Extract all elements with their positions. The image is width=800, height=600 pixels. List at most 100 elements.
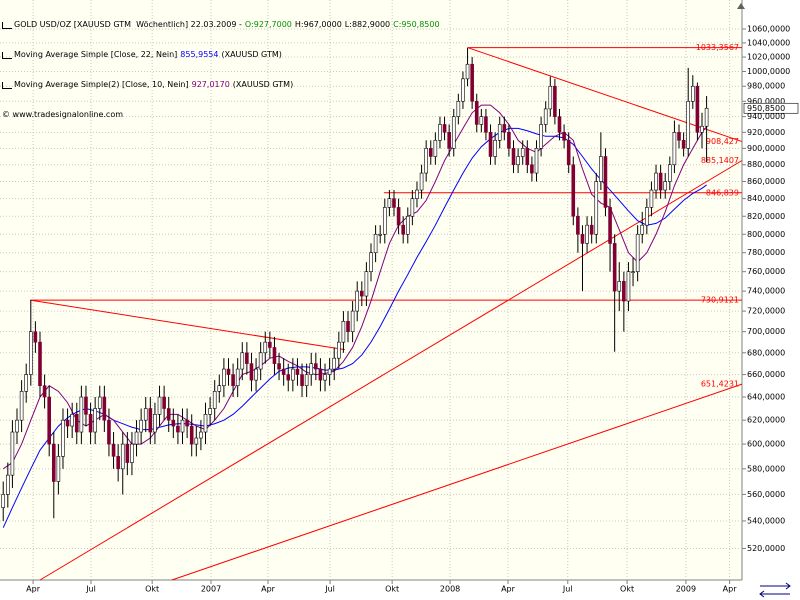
candle-body xyxy=(635,233,640,272)
candle-body xyxy=(327,368,332,375)
candle-body xyxy=(534,148,539,174)
trendline-label: 651,4231 xyxy=(701,380,739,389)
y-tick-label: 720,0000 xyxy=(747,307,785,316)
trendline-label: 908,427 xyxy=(706,137,739,146)
y-tick-label: 840,0000 xyxy=(747,194,785,203)
candle-body xyxy=(286,374,291,381)
y-tick-label: 1040,0000 xyxy=(747,38,790,47)
candle-body xyxy=(364,271,369,297)
y-axis-area xyxy=(742,0,800,600)
y-tick-label: 640,0000 xyxy=(747,393,785,402)
candle-body xyxy=(74,414,79,433)
candle-body xyxy=(663,181,668,191)
candle-body xyxy=(33,331,38,343)
candle-body xyxy=(373,233,378,254)
candle-body xyxy=(61,419,65,457)
candle-body xyxy=(341,321,346,343)
candle-body xyxy=(47,396,51,445)
candle-body xyxy=(465,63,470,80)
candle-body xyxy=(295,368,300,375)
candle-body xyxy=(65,419,70,427)
candle-body xyxy=(576,215,580,235)
candle-body xyxy=(369,252,373,272)
y-tick-label: 600,0000 xyxy=(747,440,785,449)
candle-body xyxy=(249,363,254,381)
candle-body xyxy=(235,368,240,387)
candle-body xyxy=(626,271,631,302)
candle-body xyxy=(360,290,364,297)
candle-body xyxy=(599,156,603,182)
candle-body xyxy=(543,108,548,125)
candle-body xyxy=(658,172,663,191)
candle-body xyxy=(355,290,360,312)
x-tick-label: Okt xyxy=(620,585,634,594)
ohlc: O:927,7000 xyxy=(244,20,292,29)
candle-body xyxy=(300,374,304,387)
candle-body xyxy=(548,85,553,110)
candle-body xyxy=(433,139,438,157)
candle-body xyxy=(507,132,511,149)
copyright-row: © www.tradesignalonline.com xyxy=(2,110,440,120)
icon xyxy=(2,51,12,59)
y-tick-label: 820,0000 xyxy=(747,212,785,221)
candle-body xyxy=(631,271,635,273)
candle-body xyxy=(484,116,488,133)
candle-body xyxy=(461,78,465,102)
last-price-label: 950,8500 xyxy=(747,104,785,113)
indicator-value: 855,9554 xyxy=(180,50,219,59)
candle-body xyxy=(451,116,456,149)
candle-body xyxy=(116,456,120,470)
candle-body xyxy=(396,207,401,226)
candle-body xyxy=(677,132,681,141)
candle-body xyxy=(700,125,704,133)
x-tick-label: Apr xyxy=(723,585,738,594)
candle-body xyxy=(171,419,176,427)
moving-average-line xyxy=(2,127,707,528)
candle-body xyxy=(318,368,323,381)
y-tick-label: 860,0000 xyxy=(747,177,785,186)
x-tick-label: Okt xyxy=(145,585,159,594)
candle-body xyxy=(263,341,268,354)
scroll-right-arrow[interactable] xyxy=(760,582,791,590)
scroll-left-arrow[interactable] xyxy=(759,590,790,598)
candle-body xyxy=(314,363,318,370)
candle-body xyxy=(502,124,507,133)
copyright: © www.tradesignalonline.com xyxy=(2,110,124,119)
y-tick-label: 680,0000 xyxy=(747,348,785,357)
x-tick-label: Apr xyxy=(261,585,276,594)
candles xyxy=(1,47,709,521)
y-tick-label: 540,0000 xyxy=(747,516,785,525)
scroll-up-arrow[interactable] xyxy=(737,3,745,9)
y-tick-label: 960,0000 xyxy=(747,97,785,106)
trendline xyxy=(39,160,743,581)
candle-body xyxy=(401,224,405,235)
axes: 520,0000 540,0000 560,0000 580,0000 600,0000… xyxy=(26,25,799,594)
x-tick-label: Jul xyxy=(85,585,96,594)
candle-body xyxy=(309,363,314,375)
indicator-source: (XAUUSD GTM) xyxy=(232,80,294,89)
candle-body xyxy=(649,189,654,208)
candle-body xyxy=(24,374,29,392)
y-tick-label: 700,0000 xyxy=(747,327,785,336)
y-tick-label: 560,0000 xyxy=(747,490,785,499)
candle-body xyxy=(516,156,520,166)
candle-body xyxy=(268,341,272,348)
candle-body xyxy=(56,456,61,482)
ohlc: L:882,9000 xyxy=(344,20,391,29)
y-tick-label: 660,0000 xyxy=(747,370,785,379)
candle-body xyxy=(608,207,612,244)
candle-body xyxy=(134,431,139,445)
candle-body xyxy=(585,224,589,244)
candle-body xyxy=(695,85,700,133)
candle-body xyxy=(70,414,74,427)
y-tick-label: 760,0000 xyxy=(747,267,785,276)
candle-body xyxy=(84,396,88,415)
trendline-label: 846,839 xyxy=(706,188,739,197)
y-tick-label: 780,0000 xyxy=(747,248,785,257)
candle-body xyxy=(392,198,396,208)
candle-body xyxy=(474,100,479,125)
moving-averages xyxy=(2,104,707,528)
y-tick-label: 1060,0000 xyxy=(747,25,790,34)
